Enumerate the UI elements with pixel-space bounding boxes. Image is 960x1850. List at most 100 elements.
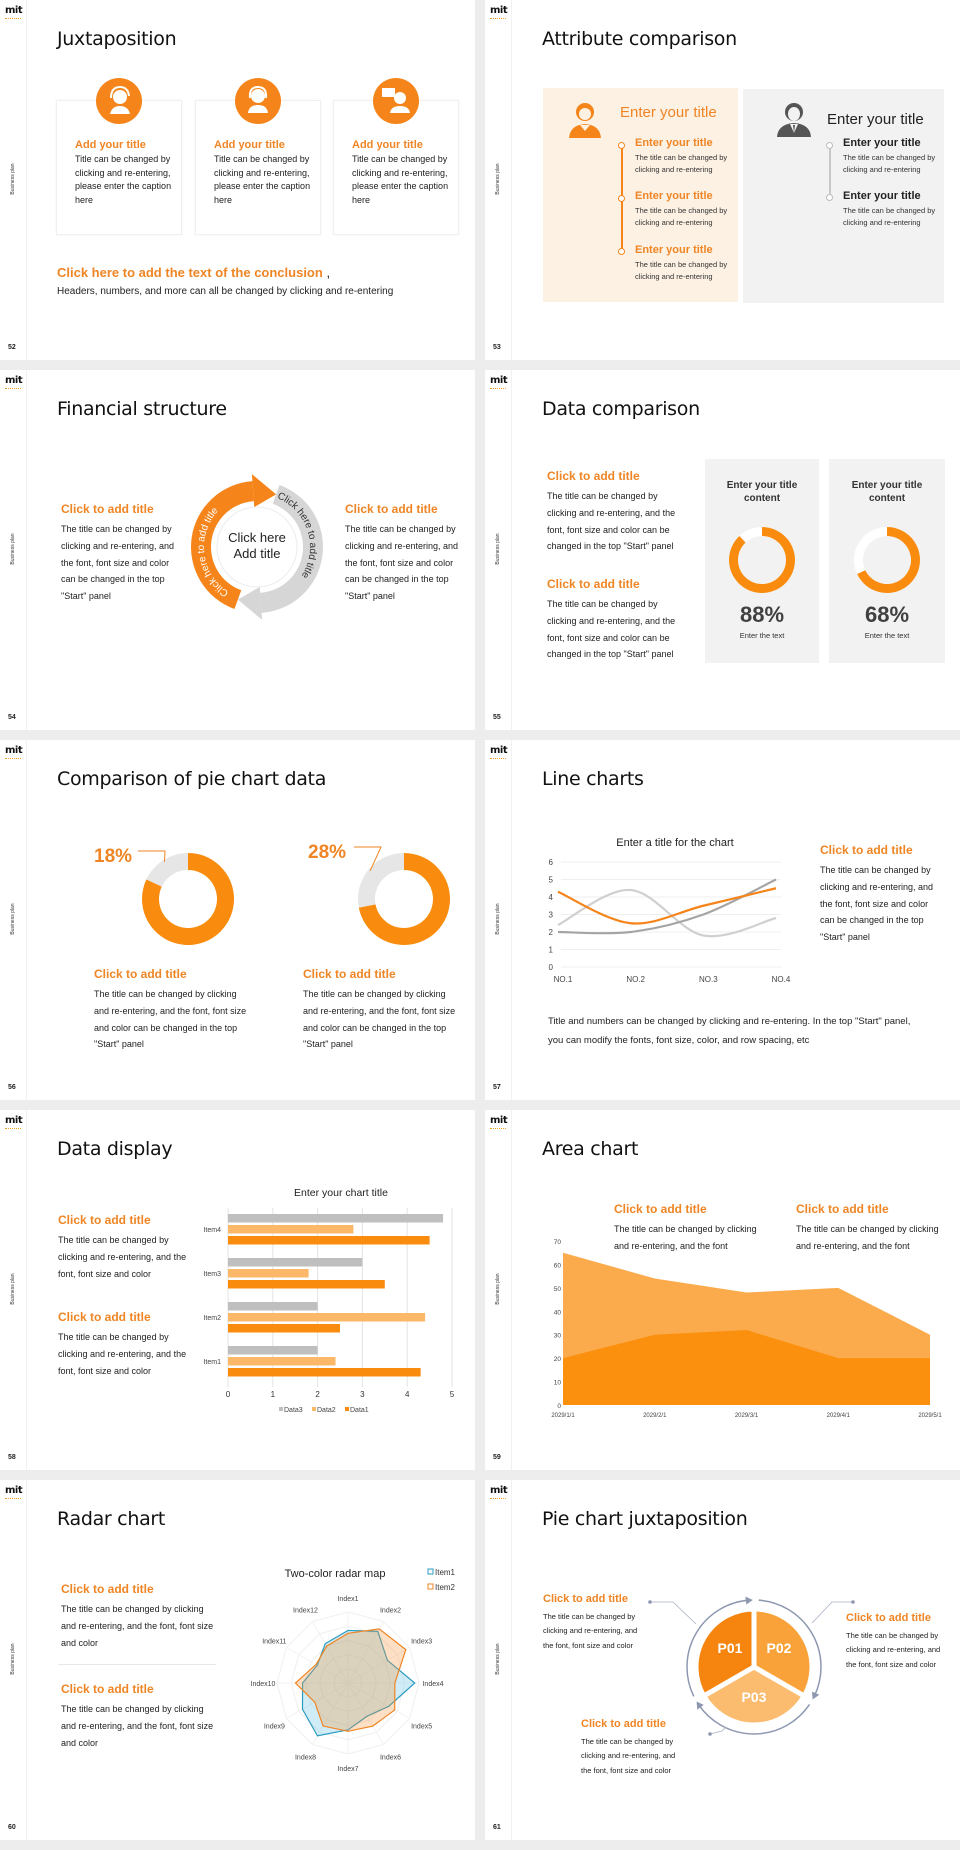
block-body[interactable]: The title can be changed by clicking and… — [303, 989, 456, 1050]
legend-swatch — [345, 1407, 349, 1411]
block-title[interactable]: Click to add title — [345, 502, 438, 516]
x-tick-label: NO.3 — [699, 975, 718, 984]
block-body[interactable]: The title can be changed by clicking and… — [547, 599, 676, 660]
slide-55[interactable]: mit Business plan 55 Data comparison Click… — [485, 370, 960, 730]
block-body[interactable]: The title can be changed by clicking and… — [796, 1224, 939, 1251]
stat-card-title[interactable]: Enter your title content — [851, 480, 923, 504]
left-panel-heading[interactable]: Enter your title — [620, 104, 717, 121]
block-title[interactable]: Click to add title — [796, 1202, 889, 1216]
line-chart: Enter a title for the chart 0 1 2 3 4 5 6 NO.1 NO… — [549, 837, 791, 984]
block-body[interactable]: The title can be changed by clicking and… — [61, 1704, 214, 1748]
radar-axis-label: Index6 — [380, 1755, 401, 1762]
attribute-title[interactable]: Enter your title — [843, 190, 921, 202]
slide-54[interactable]: mit Business plan 54 Financial structure C… — [0, 370, 475, 730]
attribute-title[interactable]: Enter your title — [635, 137, 713, 149]
donut-chart — [854, 527, 920, 593]
y-tick-label: 5 — [549, 876, 554, 885]
block-title[interactable]: Click to add title — [58, 1310, 151, 1324]
block-title[interactable]: Click to add title — [61, 1682, 154, 1696]
block-title[interactable]: Click to add title — [58, 1213, 151, 1227]
block-body[interactable]: The title can be changed by clicking and… — [846, 1631, 941, 1669]
stat-caption[interactable]: Enter the text — [864, 631, 910, 640]
stat-card[interactable]: Enter your title content 68% Enter the t… — [829, 459, 945, 663]
block-title[interactable]: Click to add title — [543, 1593, 628, 1605]
block-title[interactable]: Click to add title — [94, 967, 187, 981]
block-title[interactable]: Click to add title — [547, 577, 640, 591]
slide-title[interactable]: Pie chart juxtaposition — [542, 1508, 748, 1530]
attribute-body[interactable]: The title can be changed by clicking and… — [635, 206, 728, 227]
slide-title[interactable]: Line charts — [542, 768, 644, 790]
block-body[interactable]: The title can be changed by clicking and… — [547, 491, 676, 552]
x-tick-label: 1 — [271, 1390, 276, 1399]
bar — [228, 1346, 318, 1355]
slide-title[interactable]: Data display — [57, 1138, 173, 1160]
block-title[interactable]: Click to add title — [61, 502, 154, 516]
slide-title[interactable]: Attribute comparison — [542, 28, 737, 50]
leader-line — [811, 1601, 853, 1624]
feature-card[interactable]: Add your title Title can be changed by cl… — [56, 100, 182, 235]
conclusion-text[interactable]: Headers, numbers, and more can all be ch… — [57, 286, 394, 297]
slide-title[interactable]: Data comparison — [542, 398, 700, 420]
line-series — [557, 878, 777, 935]
block-title[interactable]: Click to add title — [61, 1582, 154, 1596]
block-body[interactable]: The title can be changed by clicking and… — [61, 524, 175, 602]
card-body[interactable]: Title can be changed by clicking and re-… — [75, 154, 172, 205]
cycle-ring-arc — [758, 1599, 822, 1697]
card-title[interactable]: Add your title — [75, 139, 146, 151]
slide-title[interactable]: Juxtaposition — [57, 28, 177, 50]
card-body[interactable]: Title can be changed by clicking and re-… — [352, 154, 449, 205]
attribute-title[interactable]: Enter your title — [843, 137, 921, 149]
conclusion-heading[interactable]: Click here to add the text of the conclu… — [57, 265, 330, 280]
slide-title[interactable]: Radar chart — [57, 1508, 166, 1530]
block-body[interactable]: The title can be changed by clicking and… — [94, 989, 247, 1050]
attribute-body[interactable]: The title can be changed by clicking and… — [635, 260, 728, 281]
right-panel-heading[interactable]: Enter your title — [827, 111, 924, 128]
block-title[interactable]: Click to add title — [820, 843, 913, 857]
attribute-title[interactable]: Enter your title — [635, 190, 713, 202]
bar — [228, 1269, 309, 1278]
slide-title[interactable]: Financial structure — [57, 398, 227, 420]
block-title[interactable]: Click to add title — [614, 1202, 707, 1216]
block-body[interactable]: The title can be changed by clicking and… — [58, 1332, 187, 1376]
attribute-body[interactable]: The title can be changed by clicking and… — [635, 153, 728, 174]
card-body[interactable]: Title can be changed by clicking and re-… — [214, 154, 311, 205]
stat-caption[interactable]: Enter the text — [739, 631, 785, 640]
block-title[interactable]: Click to add title — [846, 1612, 931, 1624]
category-label: Item4 — [203, 1227, 221, 1234]
block-title[interactable]: Click to add title — [581, 1718, 666, 1730]
block-body[interactable]: The title can be changed by clicking and… — [820, 865, 934, 943]
slide-52[interactable]: mit Business plan 52 Juxtaposition Add you… — [0, 0, 475, 360]
slide-sidebar: mit Business plan 60 — [0, 1480, 27, 1840]
block-body[interactable]: The title can be changed by clicking and… — [581, 1737, 676, 1775]
slide-title[interactable]: Area chart — [542, 1138, 639, 1160]
slide-title[interactable]: Comparison of pie chart data — [57, 768, 327, 790]
timeline-dot — [826, 194, 833, 201]
block-body[interactable]: The title can be changed by clicking and… — [345, 524, 459, 602]
slide-56[interactable]: mit Business plan 56 Comparison of pie cha… — [0, 740, 475, 1100]
block-title[interactable]: Click to add title — [303, 967, 396, 981]
card-title[interactable]: Add your title — [214, 139, 285, 151]
logo: mit — [5, 1115, 23, 1126]
slide-60[interactable]: mit Business plan 60 Radar chart Click to … — [0, 1480, 475, 1840]
attribute-body[interactable]: The title can be changed by clicking and… — [843, 206, 936, 227]
cycle-center-label[interactable]: Click here Add title — [207, 530, 307, 562]
block-body[interactable]: The title can be changed by clicking and… — [543, 1612, 638, 1650]
block-body[interactable]: The title can be changed by clicking and… — [61, 1604, 214, 1648]
card-title[interactable]: Add your title — [352, 139, 423, 151]
slide-61[interactable]: mit Business plan 61 Pie chart juxtapositi… — [485, 1480, 960, 1840]
slide-53[interactable]: mit Business plan 53 Attribute comparison … — [485, 0, 960, 360]
footer-text[interactable]: Title and numbers can be changed by clic… — [548, 1016, 911, 1046]
block-body[interactable]: The title can be changed by clicking and… — [58, 1235, 187, 1279]
stat-card[interactable]: Enter your title content 88% Enter the t… — [705, 459, 819, 663]
block-title[interactable]: Click to add title — [547, 469, 640, 483]
stat-card-title[interactable]: Enter your title content — [726, 480, 798, 504]
slide-58[interactable]: mit Business plan 58 Data display Click to… — [0, 1110, 475, 1470]
attribute-body[interactable]: The title can be changed by clicking and… — [843, 153, 936, 174]
bar — [228, 1368, 421, 1377]
block-body[interactable]: The title can be changed by clicking and… — [614, 1224, 757, 1251]
slide-59[interactable]: mit Business plan 59 Area chart 0 10 20 30 40 5… — [485, 1110, 960, 1470]
attribute-title[interactable]: Enter your title — [635, 244, 713, 256]
radar-axis-label: Index1 — [337, 1596, 358, 1603]
slide-57[interactable]: mit Business plan 57 Line charts Enter a t… — [485, 740, 960, 1100]
cycle-arrowhead — [696, 1701, 704, 1710]
